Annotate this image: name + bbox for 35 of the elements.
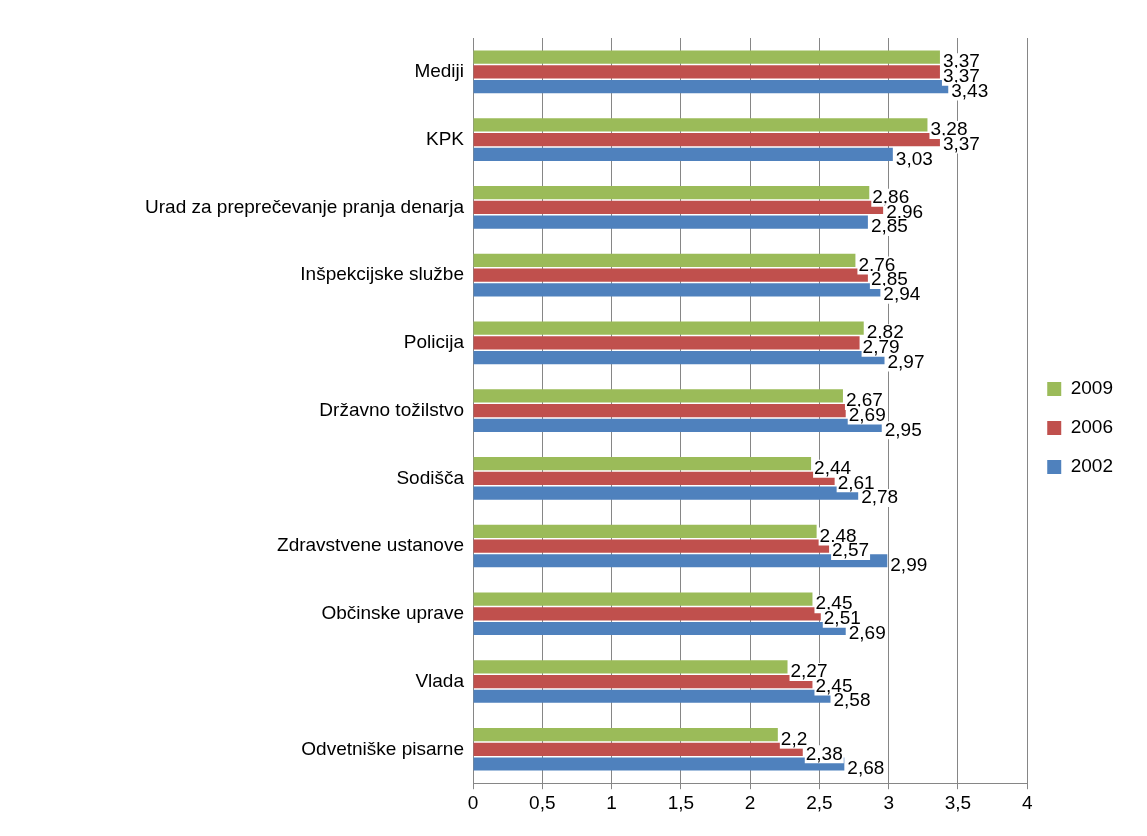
bar — [473, 404, 846, 418]
y-tick-label: Odvetniške pisarne — [301, 737, 464, 759]
y-tick-label: Urad za preprečevanje pranja denarja — [145, 195, 465, 217]
x-tick-label: 2 — [744, 791, 756, 813]
y-tick-label: Državno tožilstvo — [319, 398, 464, 420]
y-tick-label: Sodišča — [396, 466, 465, 488]
data-label: 3,03 — [895, 147, 933, 169]
y-tick-label: Inšpekcijske službe — [300, 263, 464, 285]
y-tick-label: Policija — [403, 331, 465, 353]
legend-label: 2002 — [1070, 455, 1114, 477]
x-tick-label: 1 — [606, 791, 617, 813]
bar — [473, 321, 864, 335]
data-label: 2,95 — [884, 418, 922, 440]
bar — [473, 50, 940, 64]
y-tick-label: Mediji — [414, 60, 464, 82]
y-tick-label: Zdravstvene ustanove — [277, 534, 464, 556]
legend-label: 2006 — [1070, 416, 1114, 438]
data-label: 2,99 — [890, 554, 928, 575]
bar — [473, 728, 778, 742]
y-tick-label: Občinske uprave — [321, 602, 464, 624]
x-tick-label: 3 — [883, 791, 894, 813]
data-label: 2,68 — [847, 757, 885, 779]
x-tick-label: 1,5 — [667, 791, 695, 813]
x-tick-label: 2,5 — [806, 791, 833, 813]
data-label: 2,2 — [780, 727, 808, 749]
y-tick-label: Vlada — [415, 669, 465, 691]
bar — [473, 215, 868, 229]
bar — [473, 389, 843, 403]
x-tick-label: 3,5 — [944, 791, 972, 813]
x-tick-label: 4 — [1021, 791, 1033, 813]
bar — [473, 147, 893, 161]
x-tick-label: 0,5 — [529, 791, 556, 813]
legend-label: 2009 — [1070, 377, 1114, 399]
y-tick-label: KPK — [425, 127, 465, 149]
x-tick-label: 0 — [467, 791, 479, 813]
